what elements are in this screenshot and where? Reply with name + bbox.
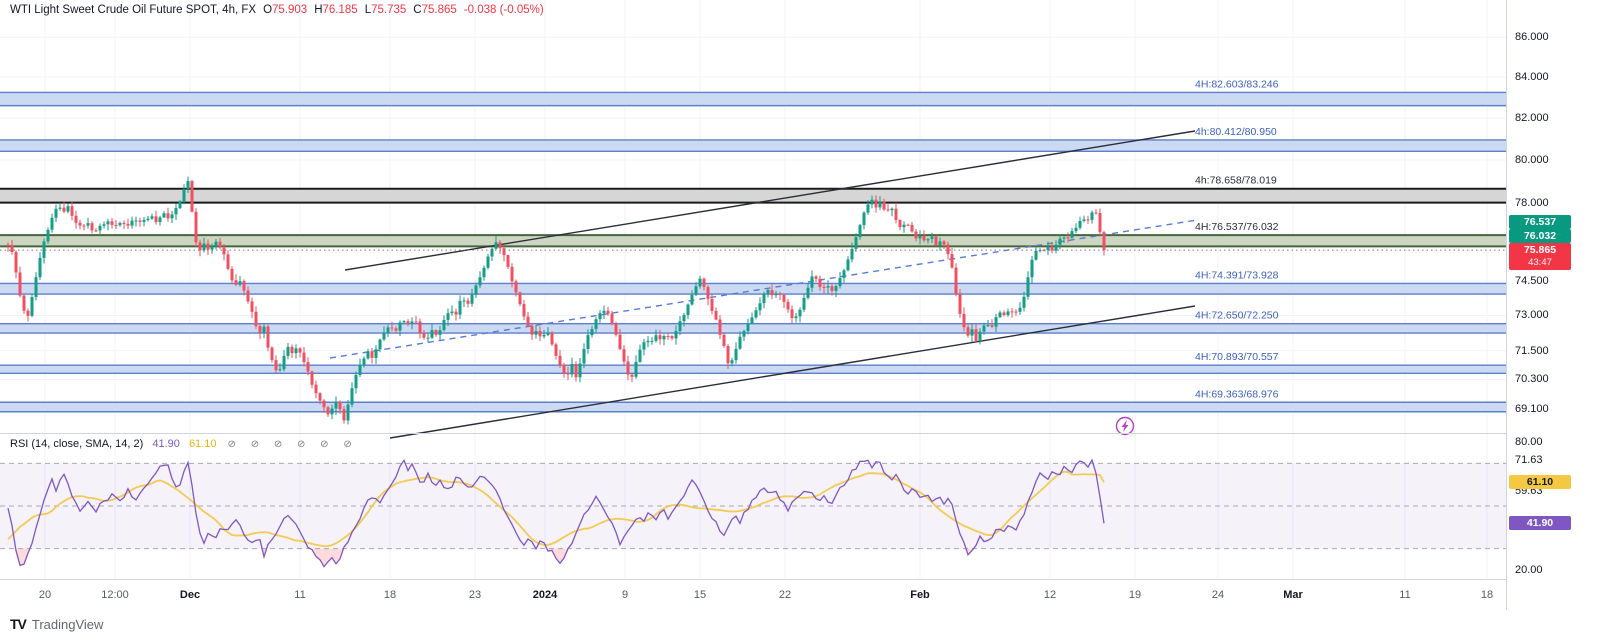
zone-band[interactable] [0,402,1506,412]
time-label: 12:00 [101,589,129,601]
price-tick-label: 71.500 [1515,344,1549,357]
price-tick-label: 70.300 [1515,373,1549,386]
zone-price-label: 4h:80.412/80.950 [1195,126,1277,138]
price-tick-label: 82.000 [1515,112,1549,125]
zone-band[interactable] [0,235,1506,247]
symbol-title-bar[interactable]: WTI Light Sweet Crude Oil Future SPOT, 4… [10,4,544,16]
rsi-tick-label: 80.00 [1515,436,1543,448]
change-value: -0.038 (-0.05%) [463,4,544,16]
rsi-line [7,458,1105,568]
rsi-sma-line [7,470,1105,548]
last-price-badge: 75.865 43:47 [1509,243,1571,270]
tradingview-logo[interactable]: TV TradingView [10,616,103,632]
time-label: 15 [693,589,707,601]
time-label: 9 [621,589,629,601]
price-tick-label: 74.500 [1515,274,1549,287]
time-label: 11 [294,589,306,601]
ohlc-key: L [364,4,372,16]
zone-price-label: 4H:70.893/70.557 [1195,351,1279,363]
time-label: 23 [468,589,482,601]
zone-price-label: 4H:76.537/76.032 [1195,221,1279,233]
rsi-tick-label: 20.00 [1515,563,1543,576]
time-label: 18 [383,589,397,601]
zone-band[interactable] [0,323,1506,334]
zone-price-label: 4H:74.391/73.928 [1195,269,1279,281]
zone-price-label: 4h:78.658/78.019 [1195,175,1277,187]
ohlc-values: O75.903 H76.185 L75.735 C75.865 [256,4,457,16]
rsi-tick-label: 71.63 [1515,453,1543,466]
zone-band[interactable] [0,365,1506,374]
upper-channel-line[interactable] [344,130,1196,271]
time-label-major: 2024 [532,589,558,601]
symbol-title: WTI Light Sweet Crude Oil Future SPOT, 4… [10,4,257,16]
price-tick-label: 69.100 [1515,402,1549,415]
ohlc-key: H [314,4,323,16]
zone-price-label: 4H:72.650/72.250 [1195,310,1279,322]
price-scale-axis[interactable]: 86.000 84.000 82.000 80.000 78.000 74.500 73.0… [1506,0,1600,610]
ohlc-value: 76.185 [322,4,358,16]
bottom-bar: TV TradingView [0,610,1600,641]
tradingview-logo-icon: TV [10,616,27,632]
price-tick-label: 78.000 [1515,196,1549,209]
rsi-sma-badge: 61.10 [1509,475,1571,490]
time-label: 24 [1211,589,1225,601]
ohlc-key: C [413,4,422,16]
zone-band[interactable] [0,283,1506,295]
indicator-control-icons[interactable]: ⊘ ⊘ ⊘ ⊘ ⊘ ⊘ [227,439,358,450]
rsi-pane[interactable] [0,458,1506,568]
zone-price-label: 4H:69.363/68.976 [1195,388,1279,400]
bar-countdown: 43:47 [1528,257,1552,268]
ohlc-key: O [263,4,273,16]
time-label-major: Dec [179,589,201,601]
time-label-major: Mar [1283,589,1303,601]
price-tick-label: 80.000 [1515,154,1549,166]
zone-band[interactable] [0,188,1506,203]
time-label: 18 [1480,589,1494,601]
zone-band[interactable] [0,92,1506,106]
ohlc-value: 75.903 [272,4,308,16]
rsi-indicator-header[interactable]: RSI (14, close, SMA, 14, 2) 41.90 61.10 … [10,438,358,450]
tradingview-logo-text: TradingView [31,616,104,632]
time-label: 22 [778,589,792,601]
zone-price-label: 4H:82.603/83.246 [1195,78,1279,90]
time-scale-axis[interactable]: 20 12:00 Dec 11 18 23 2024 9 15 22 Feb 12 19 24 Mar 11 1… [0,579,1506,611]
ohlc-value: 75.865 [421,4,457,16]
rsi-value-badge: 41.90 [1509,516,1571,531]
lightning-alert-icon[interactable] [1115,416,1135,436]
ohlc-value: 75.735 [371,4,407,16]
zone-price-badge: 76.537 [1509,215,1571,229]
price-tick-label: 84.000 [1515,71,1549,84]
time-label: 12 [1043,589,1057,601]
zone-band[interactable] [0,139,1506,152]
time-label: 11 [1399,589,1411,601]
time-label: 19 [1128,589,1142,601]
supply-demand-zones[interactable]: 4H:82.603/83.246 4h:80.412/80.950 4h:78.65… [0,78,1506,413]
price-tick-label: 73.000 [1515,309,1549,322]
rsi-current-value: 41.90 [152,438,180,450]
candlestick-series[interactable] [6,176,1106,425]
time-label-major: Feb [910,589,930,601]
rsi-indicator-label: RSI (14, close, SMA, 14, 2) [10,438,144,450]
price-tick-label: 86.000 [1515,31,1549,44]
rsi-sma-current-value: 61.10 [188,438,217,450]
time-label: 20 [38,589,52,601]
lower-channel-line[interactable] [389,305,1196,439]
zone-price-badge: 76.032 [1509,229,1571,243]
price-and-rsi-chart-canvas[interactable]: 4H:82.603/83.246 4h:80.412/80.950 4h:78.65… [0,0,1506,579]
